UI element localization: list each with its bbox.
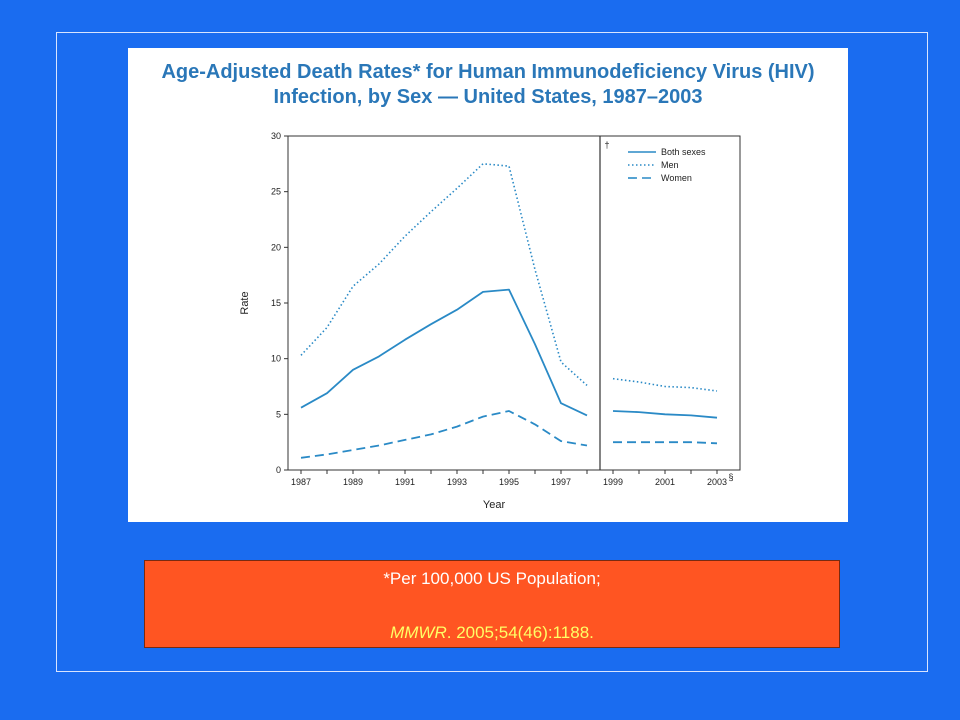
slide-frame bbox=[56, 32, 928, 672]
y-tick-label: 25 bbox=[271, 187, 281, 197]
chart-figure: Age-Adjusted Death Rates* for Human Immu… bbox=[128, 48, 848, 522]
y-tick-label: 20 bbox=[271, 242, 281, 252]
footnote-box: *Per 100,000 US Population; MMWR. 2005;5… bbox=[144, 560, 840, 648]
y-tick-label: 5 bbox=[276, 409, 281, 419]
footnote-citation: MMWR. 2005;54(46):1188. bbox=[145, 623, 839, 643]
legend-label: Both sexes bbox=[661, 147, 706, 157]
chart-title-line-2: Infection, by Sex — United States, 1987–… bbox=[273, 86, 703, 108]
x-tick-label: 1991 bbox=[395, 477, 415, 487]
y-axis-label: Rate bbox=[239, 291, 251, 314]
series-line-both-sexes bbox=[612, 410, 718, 419]
dagger-marker: † bbox=[604, 140, 609, 150]
y-tick-label: 15 bbox=[271, 298, 281, 308]
line-chart: 0 5 10 15 20 25 30 1987 1989 1991 1993 1995 1997 1999… bbox=[239, 131, 741, 511]
chart-title: Age-Adjusted Death Rates* for Human Immu… bbox=[128, 60, 848, 110]
x-tick-label: 1993 bbox=[447, 477, 467, 487]
y-tick-label: 30 bbox=[271, 131, 281, 141]
x-tick-label: 2001 bbox=[655, 477, 675, 487]
series-line-men bbox=[300, 163, 588, 386]
y-tick-label: 10 bbox=[271, 354, 281, 364]
x-tick-label: 1999 bbox=[603, 477, 623, 487]
series-line-men bbox=[612, 377, 718, 392]
footnote-line-1: *Per 100,000 US Population; bbox=[383, 569, 601, 588]
citation-details: . 2005;54(46):1188. bbox=[446, 623, 594, 642]
x-axis-label: Year bbox=[483, 499, 506, 511]
chart-title-line-1: Age-Adjusted Death Rates* for Human Immu… bbox=[161, 61, 815, 83]
series-line-both-sexes bbox=[300, 288, 588, 417]
journal-name: MMWR bbox=[390, 623, 447, 642]
y-tick-label: 0 bbox=[276, 465, 281, 475]
x-tick-label: 1989 bbox=[343, 477, 363, 487]
series-line-women bbox=[300, 410, 588, 459]
series-line-women bbox=[613, 441, 718, 445]
x-tick-label: 1987 bbox=[291, 477, 311, 487]
section-marker: § bbox=[728, 472, 733, 482]
legend-label: Women bbox=[661, 173, 692, 183]
x-tick-label: 1997 bbox=[551, 477, 571, 487]
x-tick-label: 1995 bbox=[499, 477, 519, 487]
x-tick-label: 2003 bbox=[707, 477, 727, 487]
legend-label: Men bbox=[661, 160, 679, 170]
